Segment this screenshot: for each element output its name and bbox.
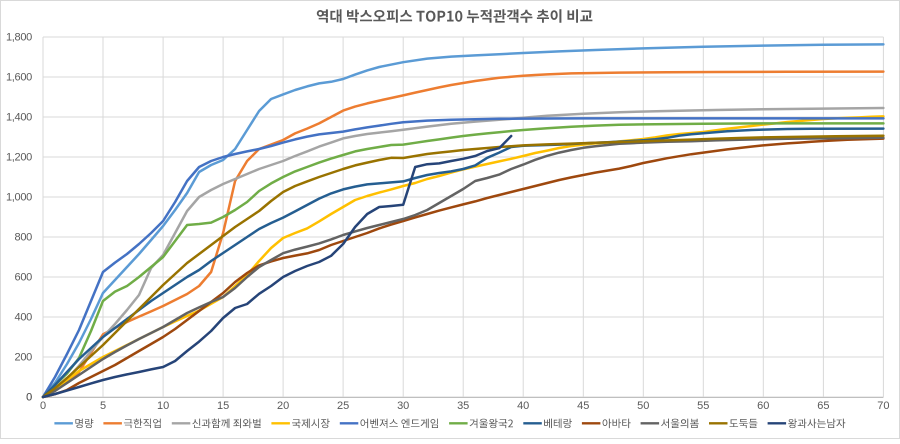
- svg-text:45: 45: [577, 400, 589, 412]
- svg-text:1,400: 1,400: [6, 112, 32, 124]
- svg-text:35: 35: [457, 400, 469, 412]
- svg-text:65: 65: [817, 400, 829, 412]
- svg-text:30: 30: [397, 400, 409, 412]
- svg-text:1,000: 1,000: [6, 192, 32, 204]
- svg-text:20: 20: [277, 400, 289, 412]
- svg-text:0: 0: [40, 400, 46, 412]
- svg-text:0: 0: [26, 392, 32, 404]
- svg-text:0: 0: [26, 392, 32, 404]
- svg-text:40: 40: [517, 400, 529, 412]
- svg-text:60: 60: [757, 400, 769, 412]
- svg-text:1,200: 1,200: [6, 152, 32, 164]
- svg-text:200: 200: [15, 352, 33, 364]
- svg-text:70: 70: [877, 400, 889, 412]
- svg-text:25: 25: [337, 400, 349, 412]
- svg-text:800: 800: [15, 232, 33, 244]
- svg-text:50: 50: [637, 400, 649, 412]
- svg-text:400: 400: [15, 312, 33, 324]
- svg-text:1,600: 1,600: [6, 72, 32, 84]
- svg-text:15: 15: [217, 400, 229, 412]
- svg-text:1,800: 1,800: [6, 32, 32, 44]
- svg-text:600: 600: [15, 272, 33, 284]
- svg-text:55: 55: [697, 400, 709, 412]
- svg-text:10: 10: [157, 400, 169, 412]
- svg-text:5: 5: [100, 400, 106, 412]
